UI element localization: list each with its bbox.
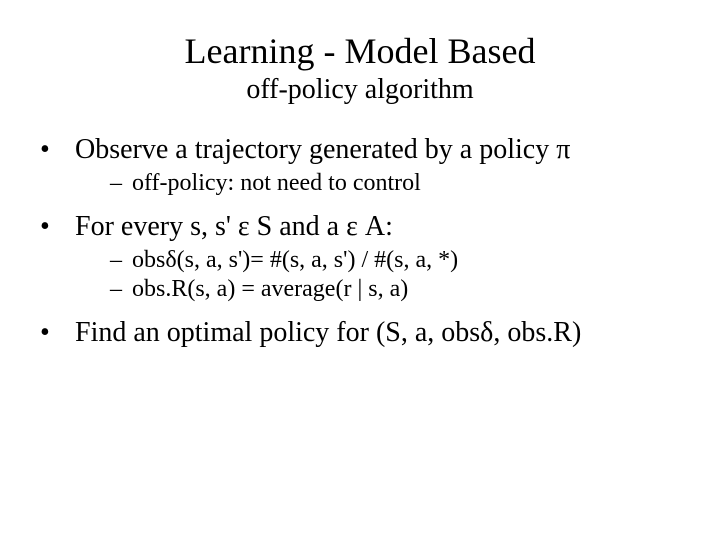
sub-item: obsδ(s, a, s')= #(s, a, s') / #(s, a, *) (110, 247, 680, 274)
slide: Learning - Model Based off-policy algori… (0, 0, 720, 540)
sub-text: obsδ(s, a, s')= #(s, a, s') / #(s, a, *) (132, 247, 458, 273)
bullet-list: Observe a trajectory generated by a poli… (40, 134, 680, 349)
slide-title: Learning - Model Based (40, 30, 680, 72)
bullet-item: For every s, s' ε S and a ε A: obsδ(s, a… (40, 211, 680, 303)
sub-list: off-policy: not need to control (68, 170, 680, 197)
slide-subtitle: off-policy algorithm (40, 74, 680, 106)
sub-text: obs.R(s, a) = average(r | s, a) (132, 276, 408, 302)
sub-item: off-policy: not need to control (110, 170, 680, 197)
bullet-item: Find an optimal policy for (S, a, obsδ, … (40, 317, 680, 349)
bullet-text: Observe a trajectory generated by a poli… (75, 134, 570, 165)
sub-text: off-policy: not need to control (132, 170, 421, 196)
bullet-item: Observe a trajectory generated by a poli… (40, 134, 680, 197)
sub-item: obs.R(s, a) = average(r | s, a) (110, 276, 680, 303)
sub-list: obsδ(s, a, s')= #(s, a, s') / #(s, a, *)… (68, 247, 680, 303)
bullet-text: Find an optimal policy for (S, a, obsδ, … (75, 317, 581, 348)
bullet-text: For every s, s' ε S and a ε A: (75, 211, 393, 242)
